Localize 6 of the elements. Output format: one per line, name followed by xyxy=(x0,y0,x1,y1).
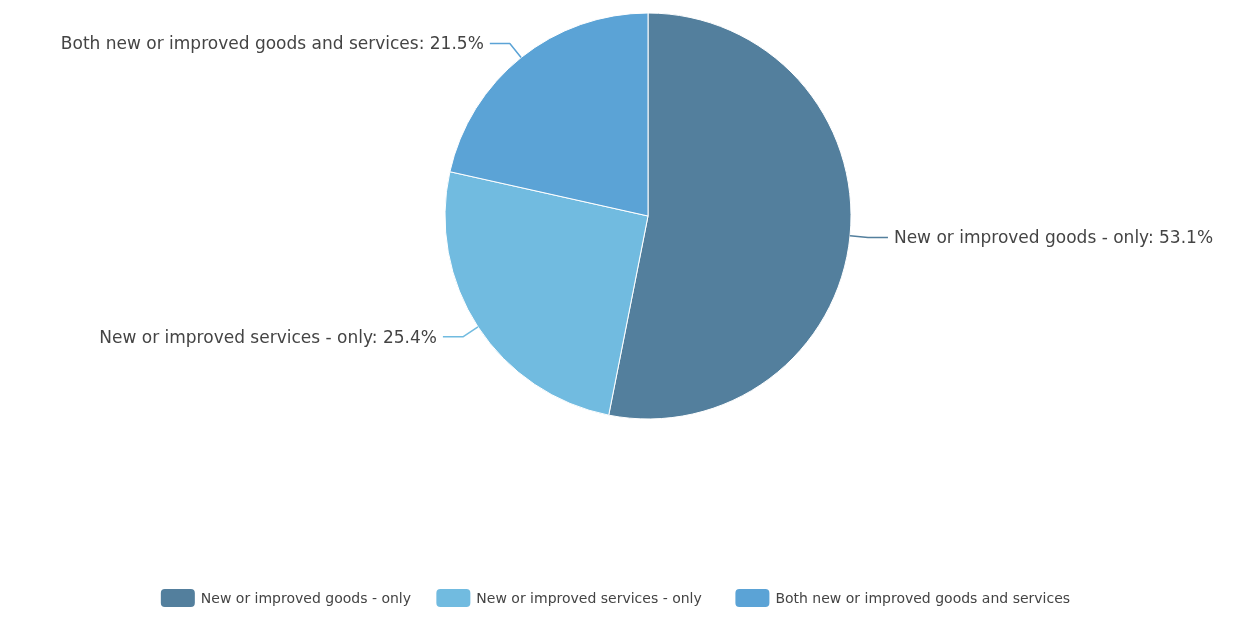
data-label: New or improved goods - only: 53.1% xyxy=(893,227,1214,248)
data-label: New or improved services - only: 25.4% xyxy=(99,326,437,347)
legend-label: New or improved services - only xyxy=(476,589,702,606)
legend-label: Both new or improved goods and services xyxy=(775,589,1071,606)
data-label: Both new or improved goods and services: 21.5% xyxy=(60,33,484,54)
legend-label: New or improved goods - only xyxy=(200,589,412,606)
